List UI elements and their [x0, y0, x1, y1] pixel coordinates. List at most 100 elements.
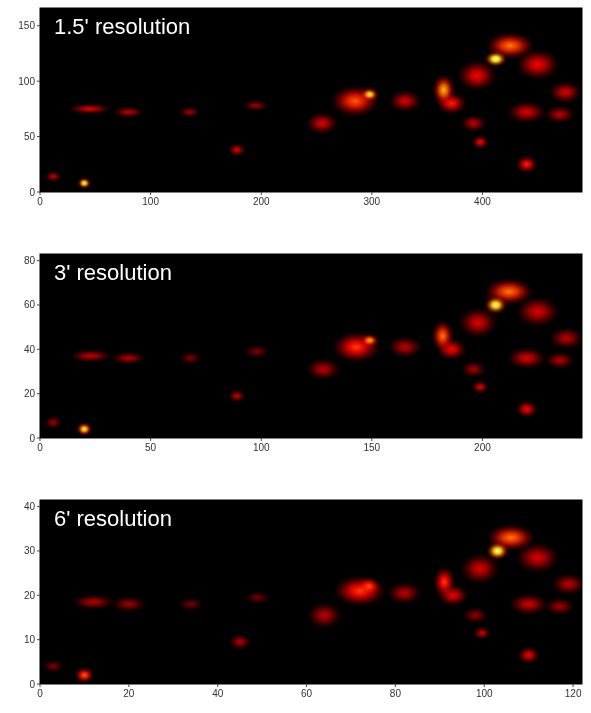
y-tick-label: 50	[24, 131, 36, 142]
source	[244, 345, 271, 358]
y-tick-label: 0	[29, 187, 35, 198]
plot-background	[40, 254, 582, 438]
source	[460, 360, 487, 378]
source	[228, 389, 246, 402]
y-tick-label: 80	[24, 255, 36, 266]
x-tick	[573, 684, 574, 687]
source	[77, 422, 92, 435]
panel-title: 1.5' resolution	[54, 14, 190, 39]
y-tick	[37, 393, 40, 394]
source	[307, 602, 343, 629]
source	[509, 593, 549, 615]
x-tick-label: 40	[212, 688, 224, 699]
source	[462, 606, 489, 624]
y-tick-label: 100	[18, 76, 35, 87]
source	[242, 100, 269, 111]
source	[549, 81, 582, 103]
source	[471, 380, 489, 393]
y-tick	[37, 304, 40, 305]
source	[111, 352, 146, 365]
source	[507, 347, 547, 369]
source	[305, 112, 338, 134]
x-tick	[150, 192, 151, 195]
heatmap-sources	[44, 32, 582, 188]
source	[44, 416, 62, 429]
source	[111, 596, 147, 612]
source	[551, 573, 582, 595]
source	[332, 332, 381, 363]
y-tick	[37, 81, 40, 82]
figure: 01002003004000501001501.5' resolution050…	[0, 0, 591, 713]
source	[179, 352, 201, 365]
x-tick-label: 400	[474, 196, 491, 207]
source	[485, 51, 507, 67]
x-tick-label: 100	[476, 688, 493, 699]
plot-frame	[40, 8, 582, 192]
source	[507, 101, 547, 123]
panel: 01002003004000501001501.5' resolution	[18, 8, 582, 207]
x-tick-label: 200	[253, 196, 270, 207]
panel: 0501001502000204060803' resolution	[24, 254, 584, 453]
source	[228, 143, 246, 156]
x-tick-label: 150	[363, 442, 380, 453]
y-tick-label: 30	[24, 545, 36, 556]
source	[44, 171, 62, 182]
plot-frame	[40, 500, 582, 684]
source	[361, 334, 379, 347]
y-tick	[37, 684, 40, 685]
y-tick	[37, 550, 40, 551]
source	[178, 107, 200, 118]
y-tick	[37, 192, 40, 193]
source	[433, 567, 455, 598]
source	[68, 103, 112, 114]
plot-frame	[40, 254, 582, 438]
x-tick	[484, 684, 485, 687]
panel-title: 6' resolution	[54, 506, 172, 531]
source	[361, 88, 379, 101]
y-tick-label: 10	[24, 634, 36, 645]
y-tick-label: 0	[29, 679, 35, 690]
source	[71, 594, 115, 610]
source	[305, 358, 340, 380]
panel: 0204060801001200102030406' resolution	[24, 500, 587, 699]
source	[549, 327, 582, 349]
y-tick	[37, 506, 40, 507]
source	[460, 114, 487, 132]
x-tick-label: 0	[37, 442, 43, 453]
source	[544, 352, 575, 370]
y-tick-label: 150	[18, 20, 35, 31]
x-tick-label: 0	[37, 196, 43, 207]
plot-background	[40, 8, 582, 192]
source	[516, 400, 538, 418]
y-tick	[37, 260, 40, 261]
source	[229, 634, 251, 650]
x-tick-label: 60	[301, 688, 313, 699]
y-tick-label: 40	[24, 344, 36, 355]
source	[544, 598, 575, 616]
y-tick	[37, 639, 40, 640]
x-tick	[261, 438, 262, 441]
source	[432, 321, 454, 352]
source	[331, 86, 380, 117]
x-tick-label: 200	[474, 442, 491, 453]
x-tick-label: 50	[145, 442, 157, 453]
source	[358, 578, 380, 596]
source	[544, 106, 575, 124]
y-tick-label: 60	[24, 299, 36, 310]
source	[69, 349, 113, 362]
x-tick	[261, 192, 262, 195]
y-tick	[37, 438, 40, 439]
source	[42, 660, 64, 673]
x-tick	[371, 192, 372, 195]
source	[473, 626, 491, 639]
source	[471, 135, 489, 148]
x-tick-label: 300	[363, 196, 380, 207]
heatmap-sources	[42, 524, 582, 683]
x-tick	[306, 684, 307, 687]
y-tick	[37, 25, 40, 26]
x-tick-label: 20	[123, 688, 135, 699]
source	[387, 336, 422, 358]
y-tick	[37, 136, 40, 137]
source	[433, 75, 455, 106]
source	[518, 646, 540, 664]
